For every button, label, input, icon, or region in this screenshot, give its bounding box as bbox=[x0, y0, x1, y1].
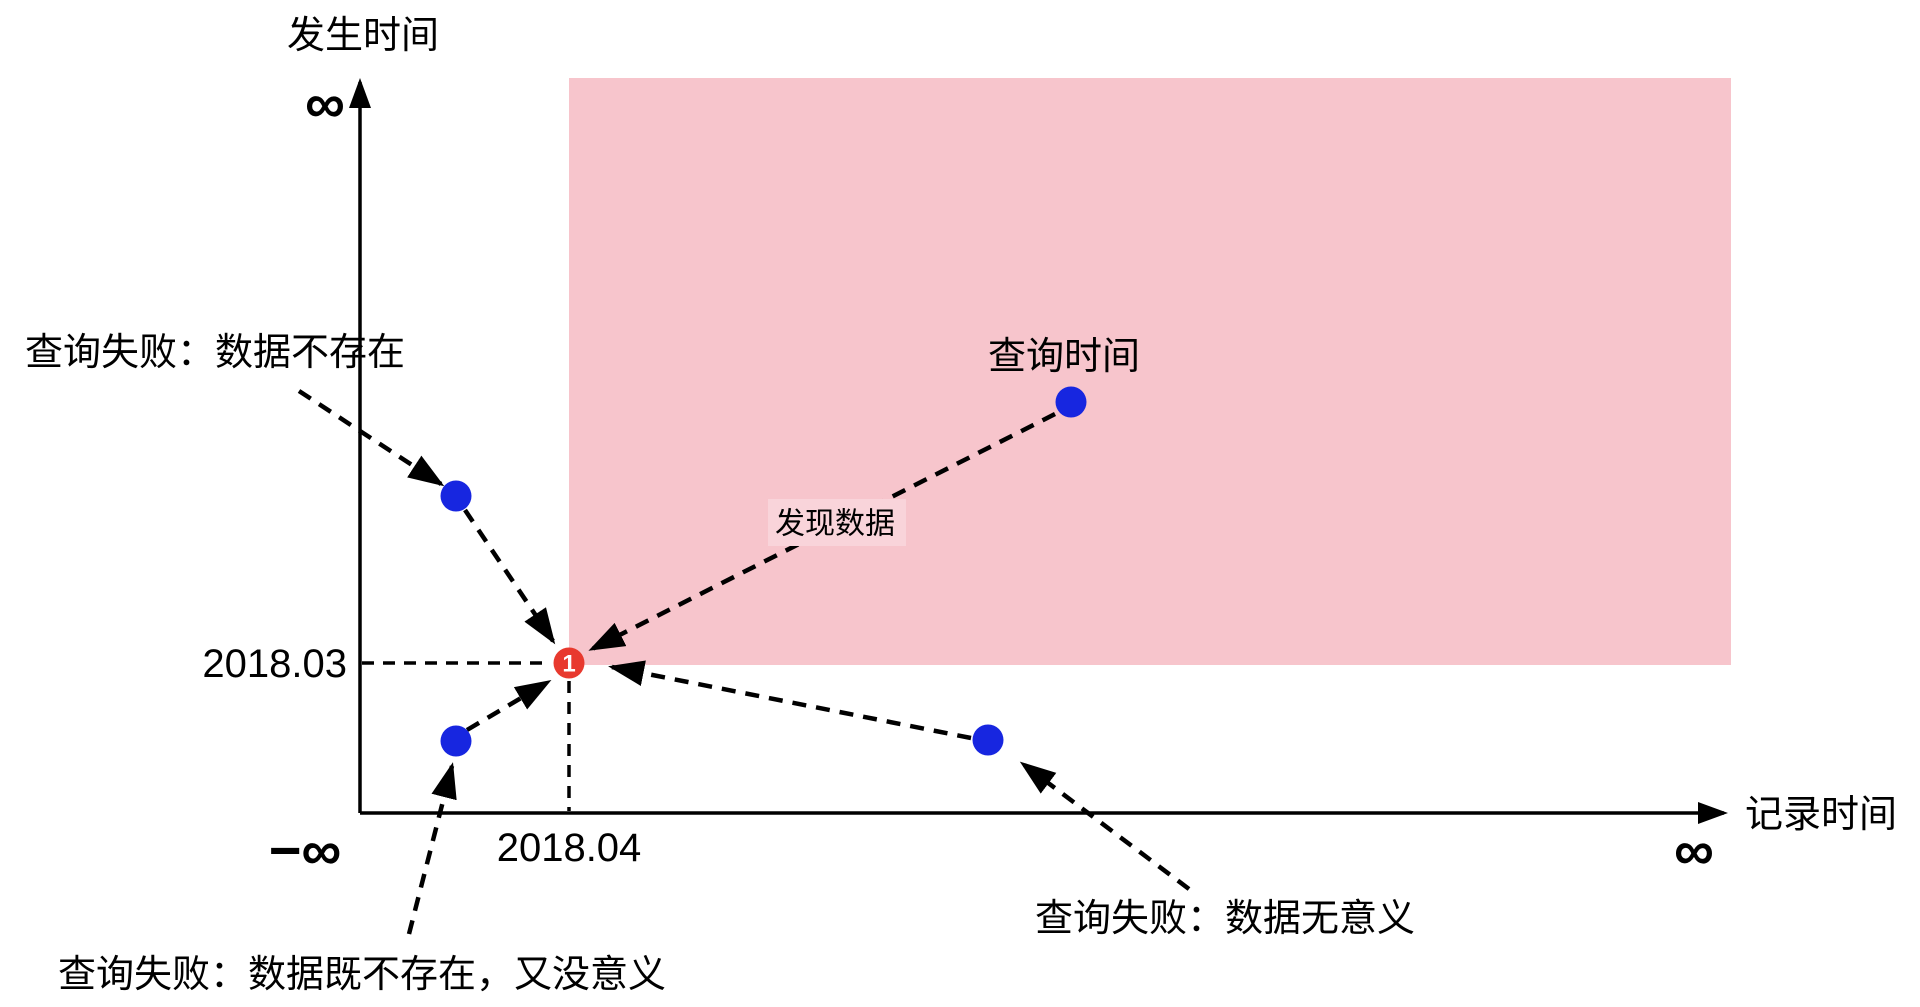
origin-negative-infinity-label: −∞ bbox=[269, 819, 342, 882]
y-axis-title: 发生时间 bbox=[287, 15, 439, 57]
blue-dot-query-time bbox=[1055, 386, 1087, 418]
label-discover-data: 发现数据 bbox=[775, 508, 895, 541]
x-axis-infinity-label: ∞ bbox=[1674, 819, 1714, 882]
x-axis-title: 记录时间 bbox=[1745, 794, 1897, 836]
blue-dot-meaningless bbox=[972, 724, 1004, 756]
label-fail-not-exist: 查询失败：数据不存在 bbox=[25, 332, 405, 374]
x-tick-2018-04: 2018.04 bbox=[497, 826, 642, 870]
arrow-fail-meaningless-to-blue-dot bbox=[1019, 761, 1191, 891]
red-dot-number: 1 bbox=[562, 651, 575, 678]
arrow-fail-both-to-blue-dot bbox=[406, 762, 457, 935]
label-fail-both: 查询失败：数据既不存在，又没意义 bbox=[58, 954, 666, 996]
blue-dot-not-exist bbox=[440, 480, 472, 512]
arrow-blue-dot-right-to-red-dot bbox=[608, 660, 972, 741]
arrow-fail-not-exist-to-blue-dot bbox=[297, 389, 445, 487]
y-tick-2018-03: 2018.03 bbox=[202, 642, 347, 686]
discover-data-label-box bbox=[768, 499, 906, 546]
label-fail-meaningless: 查询失败：数据无意义 bbox=[1035, 898, 1415, 940]
arrow-blue-dot-to-red-dot-upper-left bbox=[463, 508, 556, 645]
red-dot-record-1 bbox=[553, 647, 585, 679]
valid-query-region bbox=[569, 78, 1731, 665]
blue-dot-not-exist-and-meaningless bbox=[440, 725, 472, 757]
label-query-time: 查询时间 bbox=[988, 336, 1140, 378]
y-axis-infinity-label: ∞ bbox=[305, 72, 345, 135]
arrow-blue-dot-to-red-dot-lower-left bbox=[465, 679, 552, 732]
arrow-query-time-to-red-dot bbox=[588, 411, 1057, 652]
